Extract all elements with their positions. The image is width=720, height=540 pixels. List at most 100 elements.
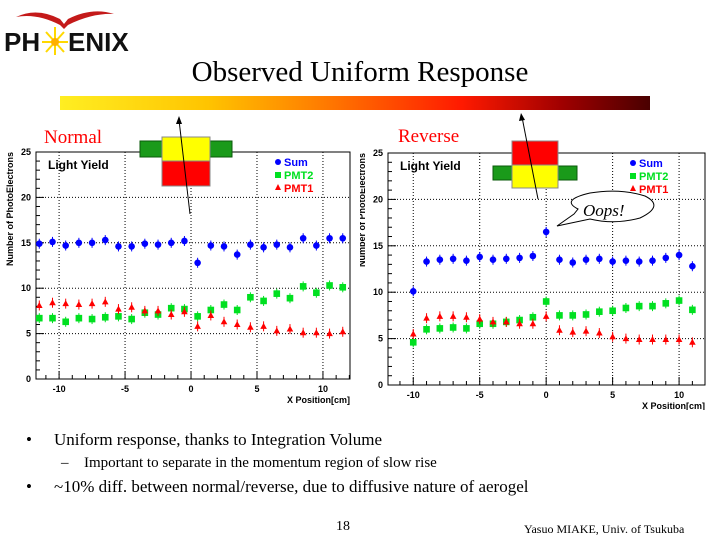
data-point-pmt2 (596, 308, 603, 315)
data-point-pmt1 (423, 314, 430, 321)
data-point-pmt1 (286, 325, 294, 332)
data-point-sum (233, 251, 241, 258)
data-point-pmt1 (207, 311, 215, 318)
legend-marker-sum (275, 159, 281, 165)
data-point-pmt2 (409, 339, 417, 346)
data-point-pmt1 (409, 330, 417, 337)
data-point-sum (247, 241, 254, 248)
data-point-pmt2 (194, 313, 201, 320)
data-point-pmt2 (35, 314, 43, 322)
data-point-pmt2 (75, 314, 83, 322)
data-point-sum (154, 241, 162, 248)
data-point-pmt1 (247, 323, 254, 330)
data-point-pmt2 (542, 298, 550, 305)
oops-speech-bubble: Oops! (556, 190, 655, 227)
data-point-sum (436, 256, 444, 264)
data-point-pmt2 (609, 307, 616, 315)
data-point-sum (502, 255, 510, 263)
data-point-pmt2 (436, 325, 444, 332)
bullet-text: ~10% diff. between normal/reverse, due t… (54, 477, 529, 496)
data-point-pmt1 (662, 336, 670, 343)
data-point-sum (75, 239, 83, 247)
data-point-sum (622, 257, 630, 264)
x-axis-label: X Position[cm] (287, 395, 350, 405)
bullet-item: • ~10% diff. between normal/reverse, due … (24, 477, 714, 502)
data-point-pmt1 (449, 312, 457, 319)
sub-bullet-symbol: – (61, 455, 69, 471)
data-point-pmt2 (326, 282, 333, 289)
data-point-pmt1 (542, 312, 550, 319)
page-number: 18 (336, 519, 350, 534)
data-point-pmt1 (260, 322, 267, 329)
y-axis-label: Number of PhotoElectrons (360, 153, 367, 267)
data-point-pmt1 (436, 312, 444, 319)
legend-marker-pmt2 (275, 172, 281, 178)
data-point-pmt1 (582, 327, 590, 334)
data-point-pmt2 (128, 315, 135, 323)
data-point-pmt2 (233, 306, 241, 314)
data-point-pmt2 (569, 312, 577, 319)
data-point-pmt1 (233, 321, 241, 328)
data-point-pmt2 (273, 290, 281, 297)
data-point-pmt1 (675, 336, 683, 343)
data-point-sum (181, 237, 188, 245)
data-point-pmt1 (75, 301, 83, 308)
chart-title: Light Yield (400, 159, 461, 173)
x-tick-label: -5 (121, 384, 129, 394)
data-point-sum (88, 239, 96, 247)
data-point-pmt2 (449, 324, 457, 331)
data-point-sum (115, 243, 122, 250)
data-point-pmt2 (220, 301, 228, 308)
data-point-pmt2 (260, 297, 267, 305)
data-point-pmt1 (128, 303, 135, 310)
data-point-pmt1 (154, 307, 162, 314)
detector-reverse-icon (492, 113, 578, 200)
data-point-pmt2 (101, 313, 109, 321)
data-point-sum (101, 236, 109, 244)
data-point-pmt2 (582, 311, 590, 318)
detector-normal-icon (139, 116, 233, 215)
y-tick-label: 25 (373, 148, 383, 158)
data-point-pmt2 (88, 315, 96, 323)
gradient-divider-bar (60, 96, 650, 110)
bullet-symbol: • (26, 477, 32, 496)
data-point-pmt1 (35, 301, 43, 308)
data-point-pmt2 (689, 306, 696, 314)
bullet-item: • Uniform response, thanks to Integration… (24, 430, 714, 455)
data-point-pmt1 (339, 328, 347, 335)
phoenix-logo: PH ENIX (4, 11, 129, 55)
data-point-pmt2 (675, 297, 683, 304)
x-tick-label: -5 (476, 390, 484, 400)
plot-frame (387, 152, 706, 386)
slide-title: Observed Uniform Response (191, 56, 529, 88)
x-tick-label: 0 (544, 390, 549, 400)
data-point-sum (423, 258, 430, 265)
y-tick-label: 20 (21, 192, 31, 202)
data-point-pmt1 (115, 305, 122, 312)
data-point-sum (299, 234, 307, 242)
x-tick-label: -10 (53, 384, 66, 394)
data-point-pmt2 (167, 304, 175, 312)
reverse-panel-label: Reverse (398, 126, 460, 147)
legend-label: Sum (639, 158, 663, 170)
data-point-pmt2 (247, 293, 254, 301)
data-point-pmt1 (476, 315, 484, 322)
data-point-sum (662, 254, 670, 262)
bullet-text: Uniform response, thanks to Integration … (54, 430, 382, 449)
legend-label: Sum (284, 157, 308, 169)
data-point-sum (596, 255, 603, 263)
data-point-pmt2 (662, 300, 670, 307)
data-point-sum (529, 252, 537, 260)
legend-label: PMT1 (639, 184, 668, 196)
data-point-pmt1 (62, 300, 69, 307)
data-point-pmt1 (299, 329, 307, 336)
data-point-pmt1 (622, 335, 630, 342)
data-point-pmt1 (649, 336, 656, 343)
legend-marker-pmt1 (630, 185, 636, 191)
data-point-pmt2 (529, 313, 537, 321)
data-point-pmt2 (286, 294, 294, 302)
y-tick-label: 20 (373, 194, 383, 204)
